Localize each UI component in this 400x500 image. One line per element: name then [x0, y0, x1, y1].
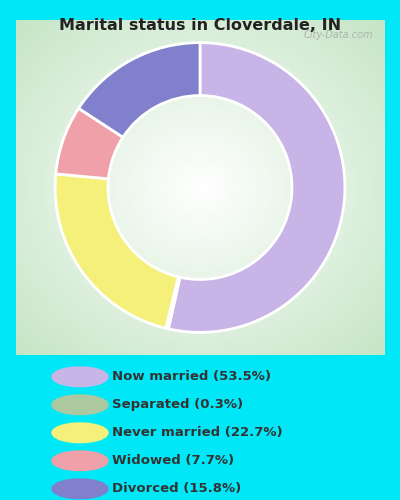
Circle shape — [52, 395, 108, 414]
Wedge shape — [79, 42, 200, 137]
Text: Never married (22.7%): Never married (22.7%) — [112, 426, 283, 440]
Circle shape — [52, 451, 108, 470]
Wedge shape — [55, 174, 178, 328]
Circle shape — [52, 367, 108, 386]
Text: Now married (53.5%): Now married (53.5%) — [112, 370, 271, 384]
Circle shape — [52, 423, 108, 442]
Wedge shape — [56, 108, 123, 179]
Text: Separated (0.3%): Separated (0.3%) — [112, 398, 243, 411]
Text: Widowed (7.7%): Widowed (7.7%) — [112, 454, 234, 468]
Wedge shape — [166, 277, 180, 329]
Text: City-Data.com: City-Data.com — [303, 30, 373, 40]
Text: Divorced (15.8%): Divorced (15.8%) — [112, 482, 241, 496]
Wedge shape — [168, 42, 345, 333]
Circle shape — [52, 479, 108, 498]
Text: Marital status in Cloverdale, IN: Marital status in Cloverdale, IN — [59, 18, 341, 32]
